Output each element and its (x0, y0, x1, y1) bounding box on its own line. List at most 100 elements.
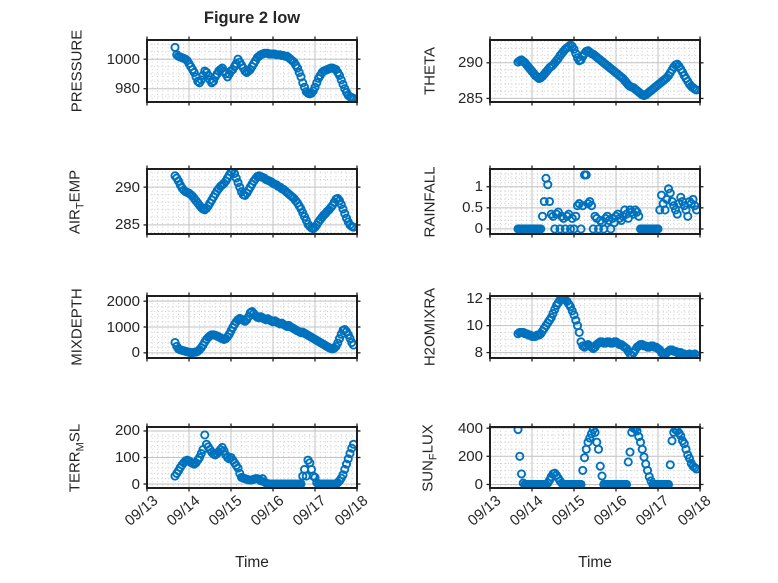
data-point (333, 338, 343, 348)
data-point (683, 211, 693, 221)
theta-plot-canvas (486, 36, 704, 106)
y-tick-label: 0.5 (462, 199, 483, 217)
x-tick-label: 09/16 (247, 492, 288, 530)
data-point (334, 334, 345, 344)
y-axis-label-rainfall: RAINFALL (421, 166, 439, 237)
x-axis-label-right: Time (578, 554, 612, 571)
axes-box (489, 295, 701, 359)
y-tick-label: 400 (457, 419, 483, 437)
y-tick-label: 0 (474, 220, 483, 238)
subplot-air_temp (139, 161, 365, 242)
tick-marks (143, 423, 361, 492)
x-tick-label: 09/14 (506, 492, 547, 530)
data-point (630, 427, 640, 434)
data-point (574, 327, 584, 337)
data-point (663, 184, 674, 194)
data-point (312, 78, 322, 88)
data-point (336, 75, 346, 85)
data-point (536, 224, 546, 234)
y-tick-label: 10 (466, 317, 483, 335)
data-point (672, 209, 682, 219)
data-point (571, 315, 581, 325)
y-axis-label-air_temp: AIRTEMP (66, 169, 87, 234)
data-point (602, 211, 612, 221)
data-point (294, 67, 304, 78)
scatter-series (170, 306, 357, 358)
tick-marks (486, 165, 704, 238)
data-point (233, 463, 243, 473)
y-axis-label-sun_flux: SUNFLUX (419, 423, 440, 492)
data-point (660, 205, 670, 215)
subplot-mixdepth (139, 288, 365, 366)
data-point (298, 78, 308, 88)
scatter-series (513, 296, 700, 358)
data-point (585, 433, 595, 443)
data-point (310, 82, 320, 92)
scatter-series (170, 42, 357, 102)
tick-marks (143, 36, 361, 106)
x-tick-label: 09/15 (205, 492, 246, 530)
data-point (653, 224, 663, 234)
subplot-terr_msl (139, 419, 365, 496)
terr_msl-plot-canvas (143, 423, 361, 492)
data-point (515, 451, 525, 461)
data-point (632, 207, 642, 217)
scatter-series (513, 40, 700, 101)
data-point (588, 224, 598, 234)
scatter-series (513, 427, 700, 488)
y-tick-label: 100 (114, 449, 140, 466)
pressure-plot-canvas (143, 36, 361, 106)
data-point (555, 224, 565, 234)
data-point (583, 437, 593, 447)
tick-marks (486, 292, 704, 362)
data-point (550, 224, 560, 234)
data-point (595, 461, 605, 471)
data-point (625, 447, 635, 457)
x-tick-label: 09/14 (163, 492, 204, 530)
mixdepth-plot-canvas (143, 292, 361, 362)
data-point (572, 201, 583, 211)
data-point (676, 192, 686, 202)
subplot-rainfall (482, 161, 708, 242)
axes-box (146, 168, 358, 235)
subplot-theta (482, 32, 708, 110)
data-point (623, 457, 633, 467)
data-point (676, 431, 686, 441)
data-point (592, 437, 602, 447)
data-point (576, 224, 586, 234)
data-point (597, 471, 607, 481)
axes-box (489, 426, 701, 489)
y-tick-label: 980 (114, 80, 140, 98)
y-tick-label: 0 (131, 344, 140, 362)
axes-box (489, 168, 701, 235)
y-axis-label-pressure: PRESSURE (68, 29, 86, 113)
y-tick-label: 200 (114, 422, 140, 440)
y-tick-label: 0 (131, 475, 140, 493)
data-point (340, 209, 350, 219)
data-point (189, 67, 199, 78)
data-point (345, 448, 355, 459)
y-tick-label: 290 (114, 178, 140, 196)
x-axis-label-left: Time (235, 554, 269, 571)
x-tick-label: 09/16 (590, 492, 631, 530)
y-tick-label: 285 (457, 89, 483, 107)
data-point (513, 427, 523, 435)
subplot-sun_flux (482, 419, 708, 496)
data-point (669, 201, 679, 211)
data-point (551, 209, 562, 219)
data-point (578, 465, 588, 475)
figure-title: Figure 2 low (203, 9, 301, 27)
y-tick-label: 1000 (106, 318, 140, 336)
major-grid (147, 40, 357, 102)
data-point (585, 196, 595, 207)
data-point (200, 430, 210, 440)
data-point (679, 439, 689, 449)
rainfall-plot-canvas (486, 165, 704, 238)
data-point (240, 66, 250, 76)
data-point (691, 85, 700, 95)
y-tick-label: 290 (457, 54, 483, 72)
tick-marks (143, 292, 361, 362)
data-point (639, 452, 649, 462)
data-point (231, 173, 241, 183)
y-tick-label: 1 (474, 178, 483, 196)
